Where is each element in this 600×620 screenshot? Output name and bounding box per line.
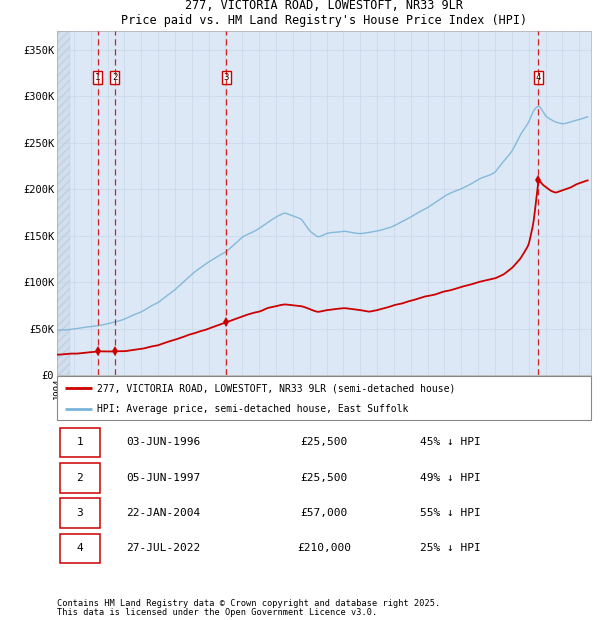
Text: 05-JUN-1997: 05-JUN-1997 [127, 472, 200, 483]
Text: 03-JUN-1996: 03-JUN-1996 [127, 437, 200, 448]
Text: 4: 4 [536, 73, 541, 82]
Bar [57, 31, 70, 375]
Text: 1: 1 [95, 73, 100, 82]
Text: 2: 2 [76, 472, 83, 483]
Text: 45% ↓ HPI: 45% ↓ HPI [420, 437, 481, 448]
Text: 55% ↓ HPI: 55% ↓ HPI [420, 508, 481, 518]
FancyBboxPatch shape [59, 428, 100, 457]
FancyBboxPatch shape [59, 534, 100, 563]
Text: 27-JUL-2022: 27-JUL-2022 [127, 543, 200, 554]
Text: 22-JAN-2004: 22-JAN-2004 [127, 508, 200, 518]
Text: Contains HM Land Registry data © Crown copyright and database right 2025.: Contains HM Land Registry data © Crown c… [57, 598, 440, 608]
FancyBboxPatch shape [57, 376, 591, 420]
Text: 2: 2 [112, 73, 118, 82]
Text: 49% ↓ HPI: 49% ↓ HPI [420, 472, 481, 483]
Text: £25,500: £25,500 [301, 437, 347, 448]
Text: 3: 3 [224, 73, 229, 82]
FancyBboxPatch shape [59, 498, 100, 528]
Text: This data is licensed under the Open Government Licence v3.0.: This data is licensed under the Open Gov… [57, 608, 377, 617]
Title: 277, VICTORIA ROAD, LOWESTOFT, NR33 9LR
Price paid vs. HM Land Registry's House : 277, VICTORIA ROAD, LOWESTOFT, NR33 9LR … [121, 0, 527, 27]
Text: £57,000: £57,000 [301, 508, 347, 518]
Text: 3: 3 [76, 508, 83, 518]
FancyBboxPatch shape [59, 463, 100, 492]
Text: £210,000: £210,000 [297, 543, 351, 554]
Text: £25,500: £25,500 [301, 472, 347, 483]
Text: 1: 1 [76, 437, 83, 448]
Text: HPI: Average price, semi-detached house, East Suffolk: HPI: Average price, semi-detached house,… [97, 404, 409, 414]
Text: 25% ↓ HPI: 25% ↓ HPI [420, 543, 481, 554]
Text: 4: 4 [76, 543, 83, 554]
Text: 277, VICTORIA ROAD, LOWESTOFT, NR33 9LR (semi-detached house): 277, VICTORIA ROAD, LOWESTOFT, NR33 9LR … [97, 383, 455, 393]
